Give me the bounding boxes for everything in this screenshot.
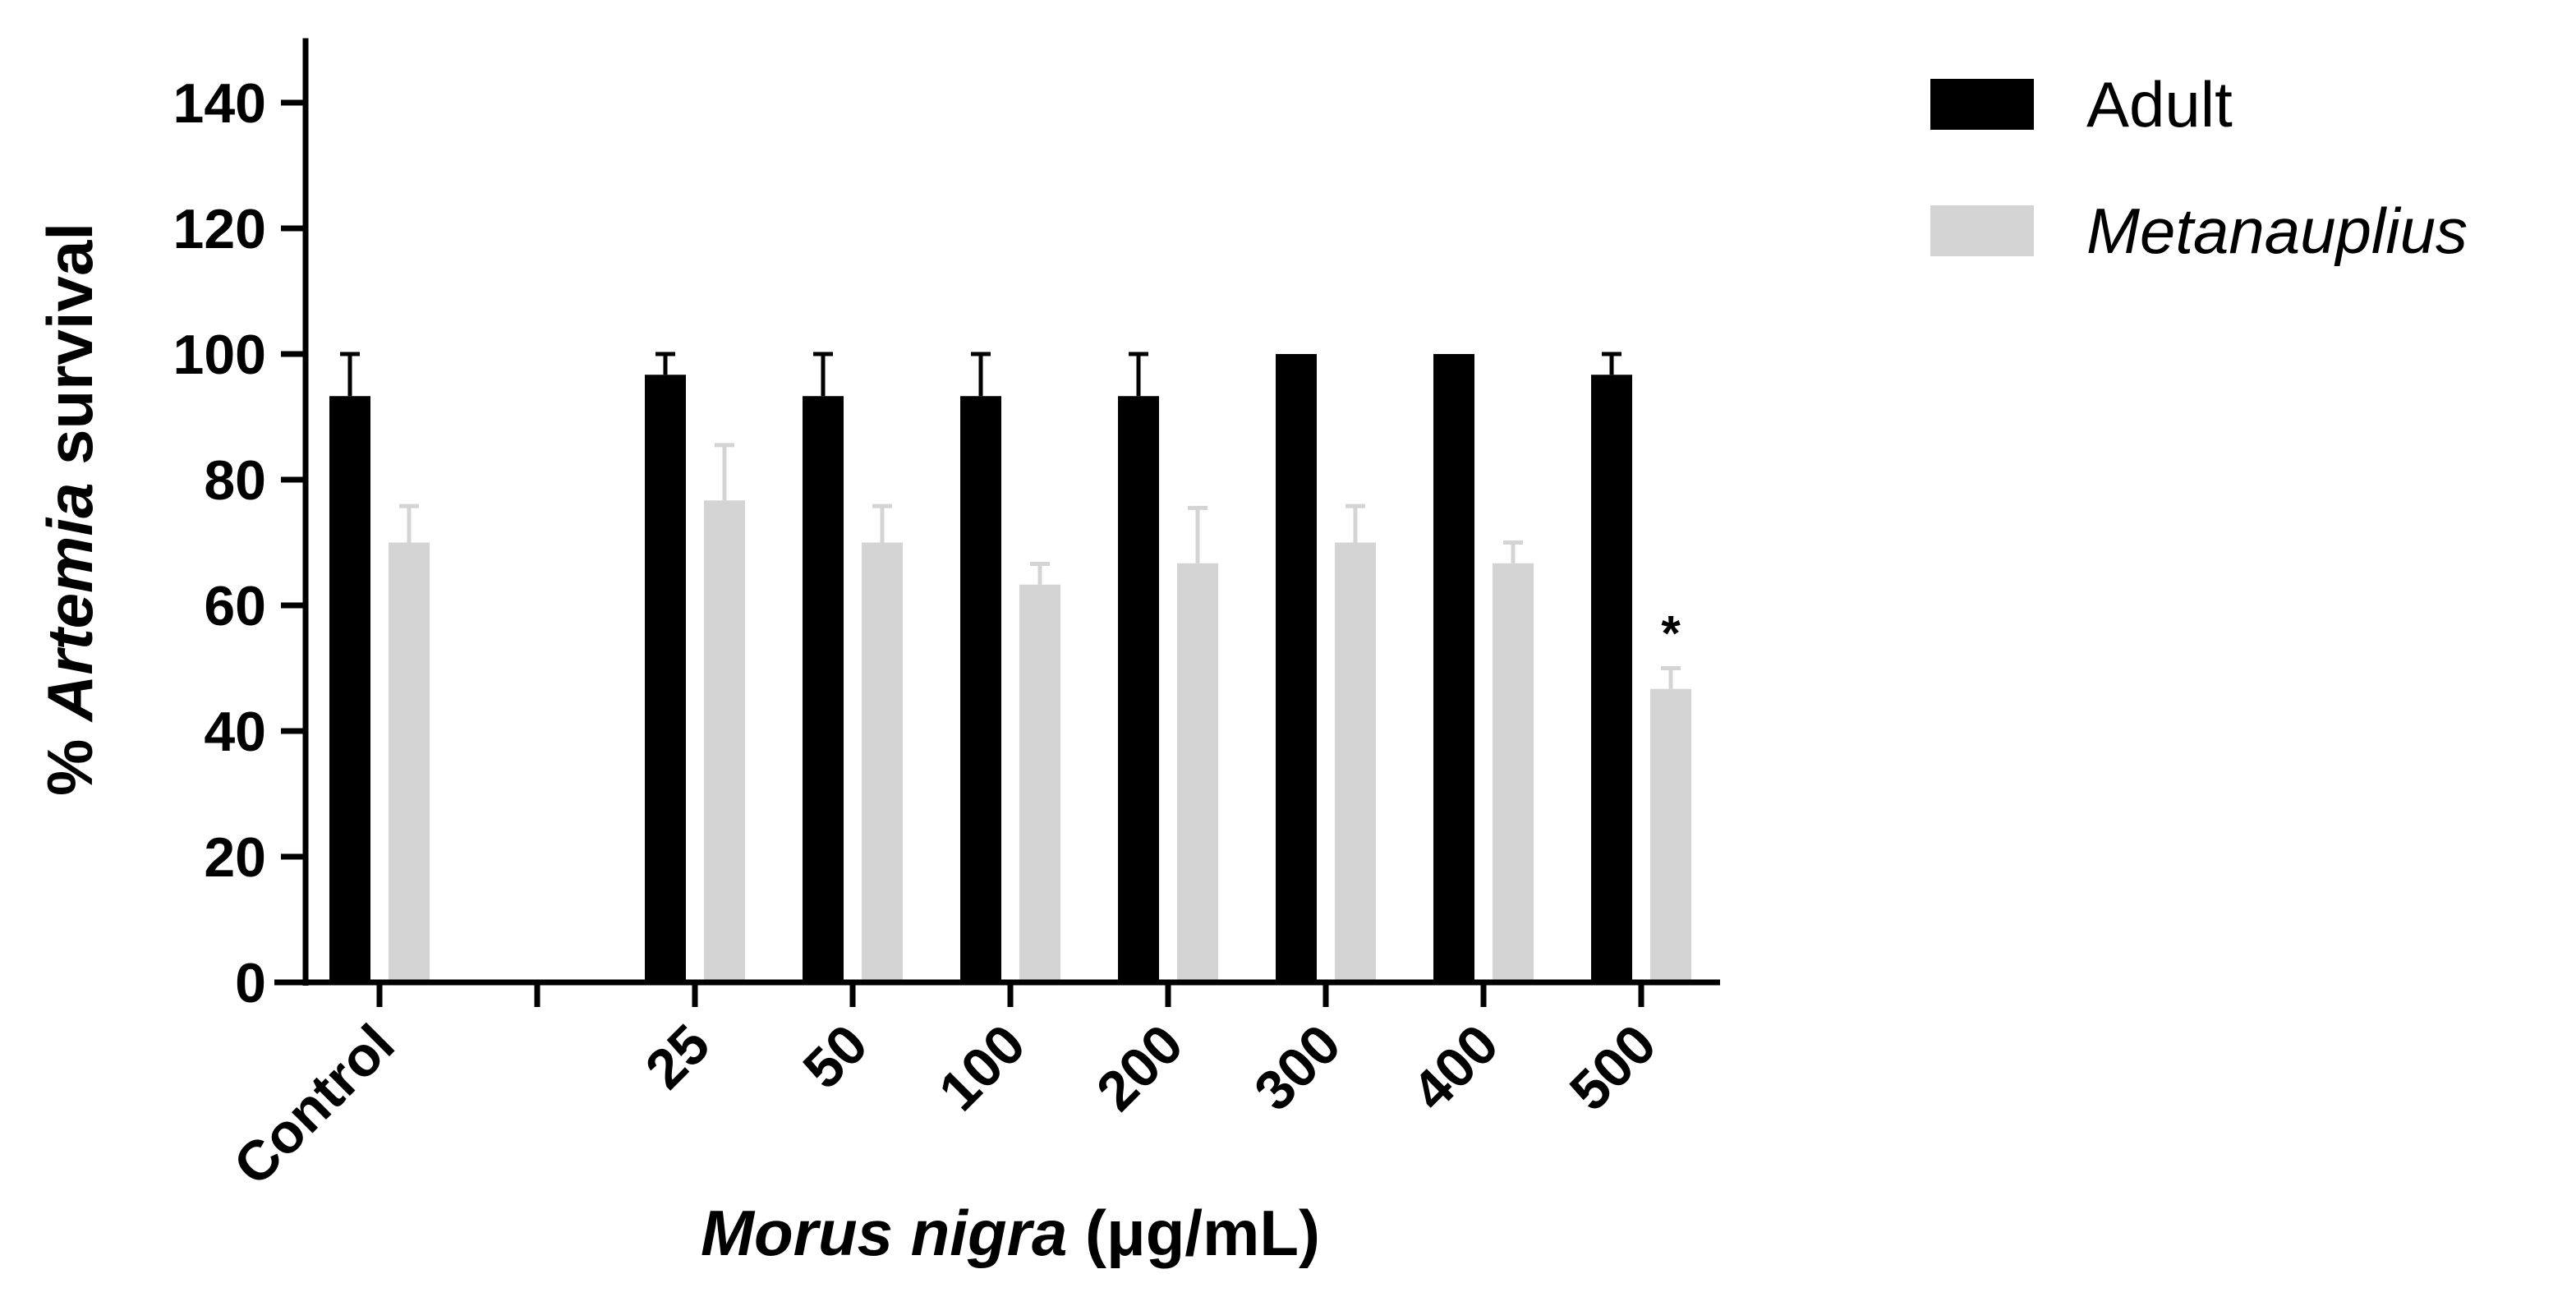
bar-metanauplius-500: [1650, 688, 1691, 982]
y-tick-label: 40: [204, 701, 266, 763]
x-axis: Control 25 50 100 200 300 400 500: [222, 979, 1720, 1198]
y-tick-label: 20: [204, 826, 266, 889]
bar-metanauplius-25: [704, 500, 745, 982]
y-tick-label: 80: [204, 449, 266, 512]
y-axis-title: % Artemia survival: [34, 223, 106, 796]
x-tick-label: 500: [1558, 1013, 1668, 1123]
y-tick-label: 100: [173, 324, 266, 386]
bar-metanauplius-300: [1335, 542, 1376, 982]
bar-adult-400: [1433, 354, 1474, 982]
x-tick-label: 100: [927, 1013, 1037, 1123]
x-tick-label: 400: [1401, 1013, 1511, 1123]
plot-area: *: [329, 352, 1691, 982]
x-tick-label: 200: [1085, 1013, 1195, 1123]
bar-adult-100: [960, 396, 1001, 982]
bar-adult-500: [1591, 375, 1632, 982]
legend-label-adult: Adult: [2086, 68, 2233, 140]
bar-metanauplius-400: [1493, 563, 1534, 982]
bar-metanauplius-Control: [389, 542, 430, 982]
x-tick-label: 300: [1243, 1013, 1353, 1123]
y-tick-label: 120: [173, 198, 266, 260]
y-axis-title-italic: Artemia: [34, 483, 106, 723]
y-tick-label: 140: [173, 72, 266, 135]
x-axis-title-suffix: (μg/mL): [1067, 1197, 1320, 1269]
y-axis: 0 20 40 60 80 100 120 140: [173, 38, 309, 1014]
bar-metanauplius-200: [1177, 563, 1218, 982]
x-axis-title-italic: Morus nigra: [701, 1197, 1067, 1269]
y-tick-label: 0: [235, 952, 266, 1014]
bar-adult-200: [1118, 396, 1159, 982]
x-tick-label: Control: [222, 1013, 407, 1198]
x-tick-label: 50: [791, 1013, 879, 1101]
x-tick-label: 25: [633, 1013, 721, 1101]
y-axis-title-suffix: survival: [34, 223, 106, 483]
bar-metanauplius-100: [1019, 584, 1060, 982]
bar-adult-25: [645, 375, 686, 982]
legend-swatch-adult: [1930, 79, 2034, 130]
y-axis-title-prefix: %: [34, 721, 106, 796]
legend-swatch-metanauplius: [1930, 205, 2034, 256]
bar-adult-50: [803, 396, 844, 982]
y-tick-label: 60: [204, 575, 266, 637]
bar-adult-Control: [329, 396, 370, 982]
bar-adult-300: [1276, 354, 1317, 982]
x-axis-title: Morus nigra (μg/mL): [701, 1197, 1320, 1269]
legend-label-metanauplius: Metanauplius: [2086, 195, 2468, 267]
bar-metanauplius-50: [862, 542, 903, 982]
legend: Adult Metanauplius: [1930, 68, 2468, 267]
significance-marker: *: [1661, 606, 1681, 661]
